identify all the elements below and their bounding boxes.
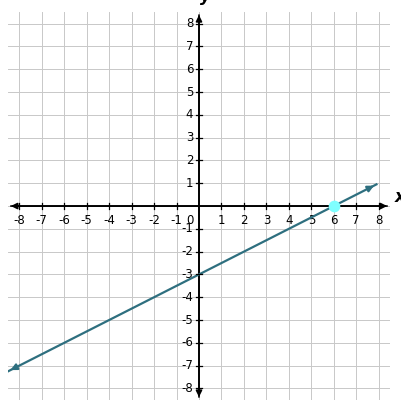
Text: -7: -7 bbox=[36, 214, 48, 227]
Text: -3: -3 bbox=[181, 268, 193, 281]
Text: 2: 2 bbox=[185, 154, 193, 167]
Text: 5: 5 bbox=[186, 86, 193, 99]
Text: 8: 8 bbox=[374, 214, 381, 227]
Text: 6: 6 bbox=[185, 63, 193, 76]
Text: 7: 7 bbox=[352, 214, 359, 227]
Text: 1: 1 bbox=[217, 214, 225, 227]
Text: -2: -2 bbox=[181, 245, 193, 258]
Text: 5: 5 bbox=[307, 214, 314, 227]
Text: -4: -4 bbox=[181, 291, 193, 304]
Text: 2: 2 bbox=[239, 214, 247, 227]
Text: -8: -8 bbox=[13, 214, 25, 227]
Text: 8: 8 bbox=[186, 17, 193, 30]
Text: 4: 4 bbox=[185, 109, 193, 121]
Text: -6: -6 bbox=[181, 336, 193, 349]
Text: -7: -7 bbox=[181, 359, 193, 372]
Point bbox=[330, 203, 336, 209]
Text: -6: -6 bbox=[58, 214, 70, 227]
Text: 3: 3 bbox=[186, 131, 193, 144]
Text: y: y bbox=[200, 0, 211, 5]
Text: x: x bbox=[393, 188, 401, 206]
Text: -2: -2 bbox=[148, 214, 160, 227]
Text: -5: -5 bbox=[181, 313, 193, 326]
Text: 0: 0 bbox=[186, 214, 193, 227]
Text: 3: 3 bbox=[262, 214, 269, 227]
Text: 4: 4 bbox=[284, 214, 292, 227]
Text: 7: 7 bbox=[185, 40, 193, 53]
Text: -8: -8 bbox=[181, 382, 193, 395]
Text: -3: -3 bbox=[126, 214, 137, 227]
Text: -1: -1 bbox=[170, 214, 182, 227]
Text: 1: 1 bbox=[185, 177, 193, 190]
Text: -1: -1 bbox=[181, 222, 193, 235]
Text: -4: -4 bbox=[103, 214, 115, 227]
Text: -5: -5 bbox=[81, 214, 92, 227]
Text: 6: 6 bbox=[329, 214, 337, 227]
